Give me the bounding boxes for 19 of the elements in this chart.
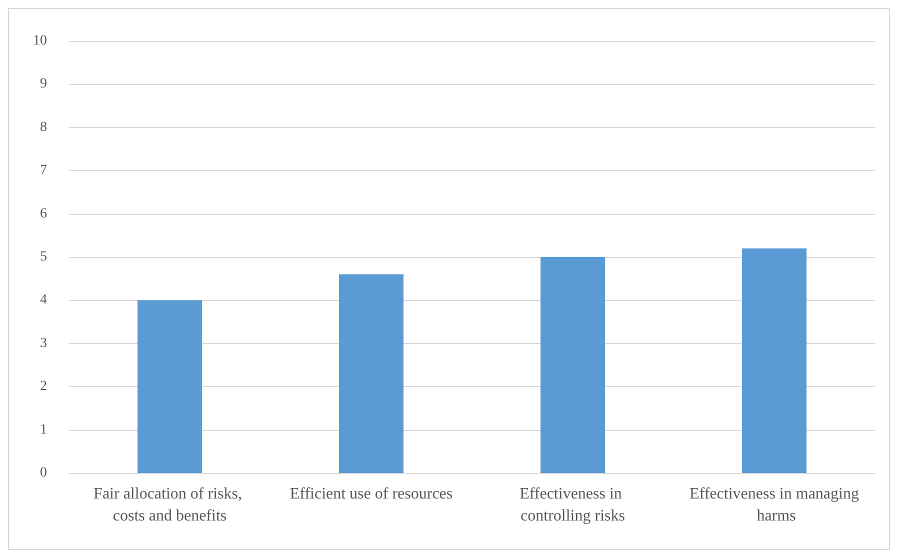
y-tick-label: 9 — [40, 76, 47, 92]
x-tick-label: Fair allocation of risks, costs and benefits — [94, 486, 246, 524]
x-tick-label: Effectiveness in managing harms — [690, 486, 859, 524]
y-tick-label: 1 — [40, 422, 47, 438]
x-tick-label: Effectiveness in controlling risks — [520, 486, 626, 524]
y-tick-label: 0 — [40, 466, 47, 480]
y-tick-label: 2 — [40, 379, 47, 394]
y-tick-label: 5 — [40, 250, 47, 264]
bar — [339, 274, 404, 473]
y-tick-label: 8 — [40, 120, 47, 135]
bar — [742, 248, 806, 473]
bar — [540, 257, 605, 473]
y-tick-label: 10 — [33, 34, 47, 48]
bar — [138, 300, 202, 473]
y-tick-label: 3 — [40, 336, 47, 351]
y-tick-label: 7 — [40, 163, 47, 178]
y-tick-label: 6 — [40, 206, 47, 222]
x-tick-label: Efficient use of resources — [290, 486, 453, 502]
y-tick-label: 4 — [40, 292, 47, 308]
